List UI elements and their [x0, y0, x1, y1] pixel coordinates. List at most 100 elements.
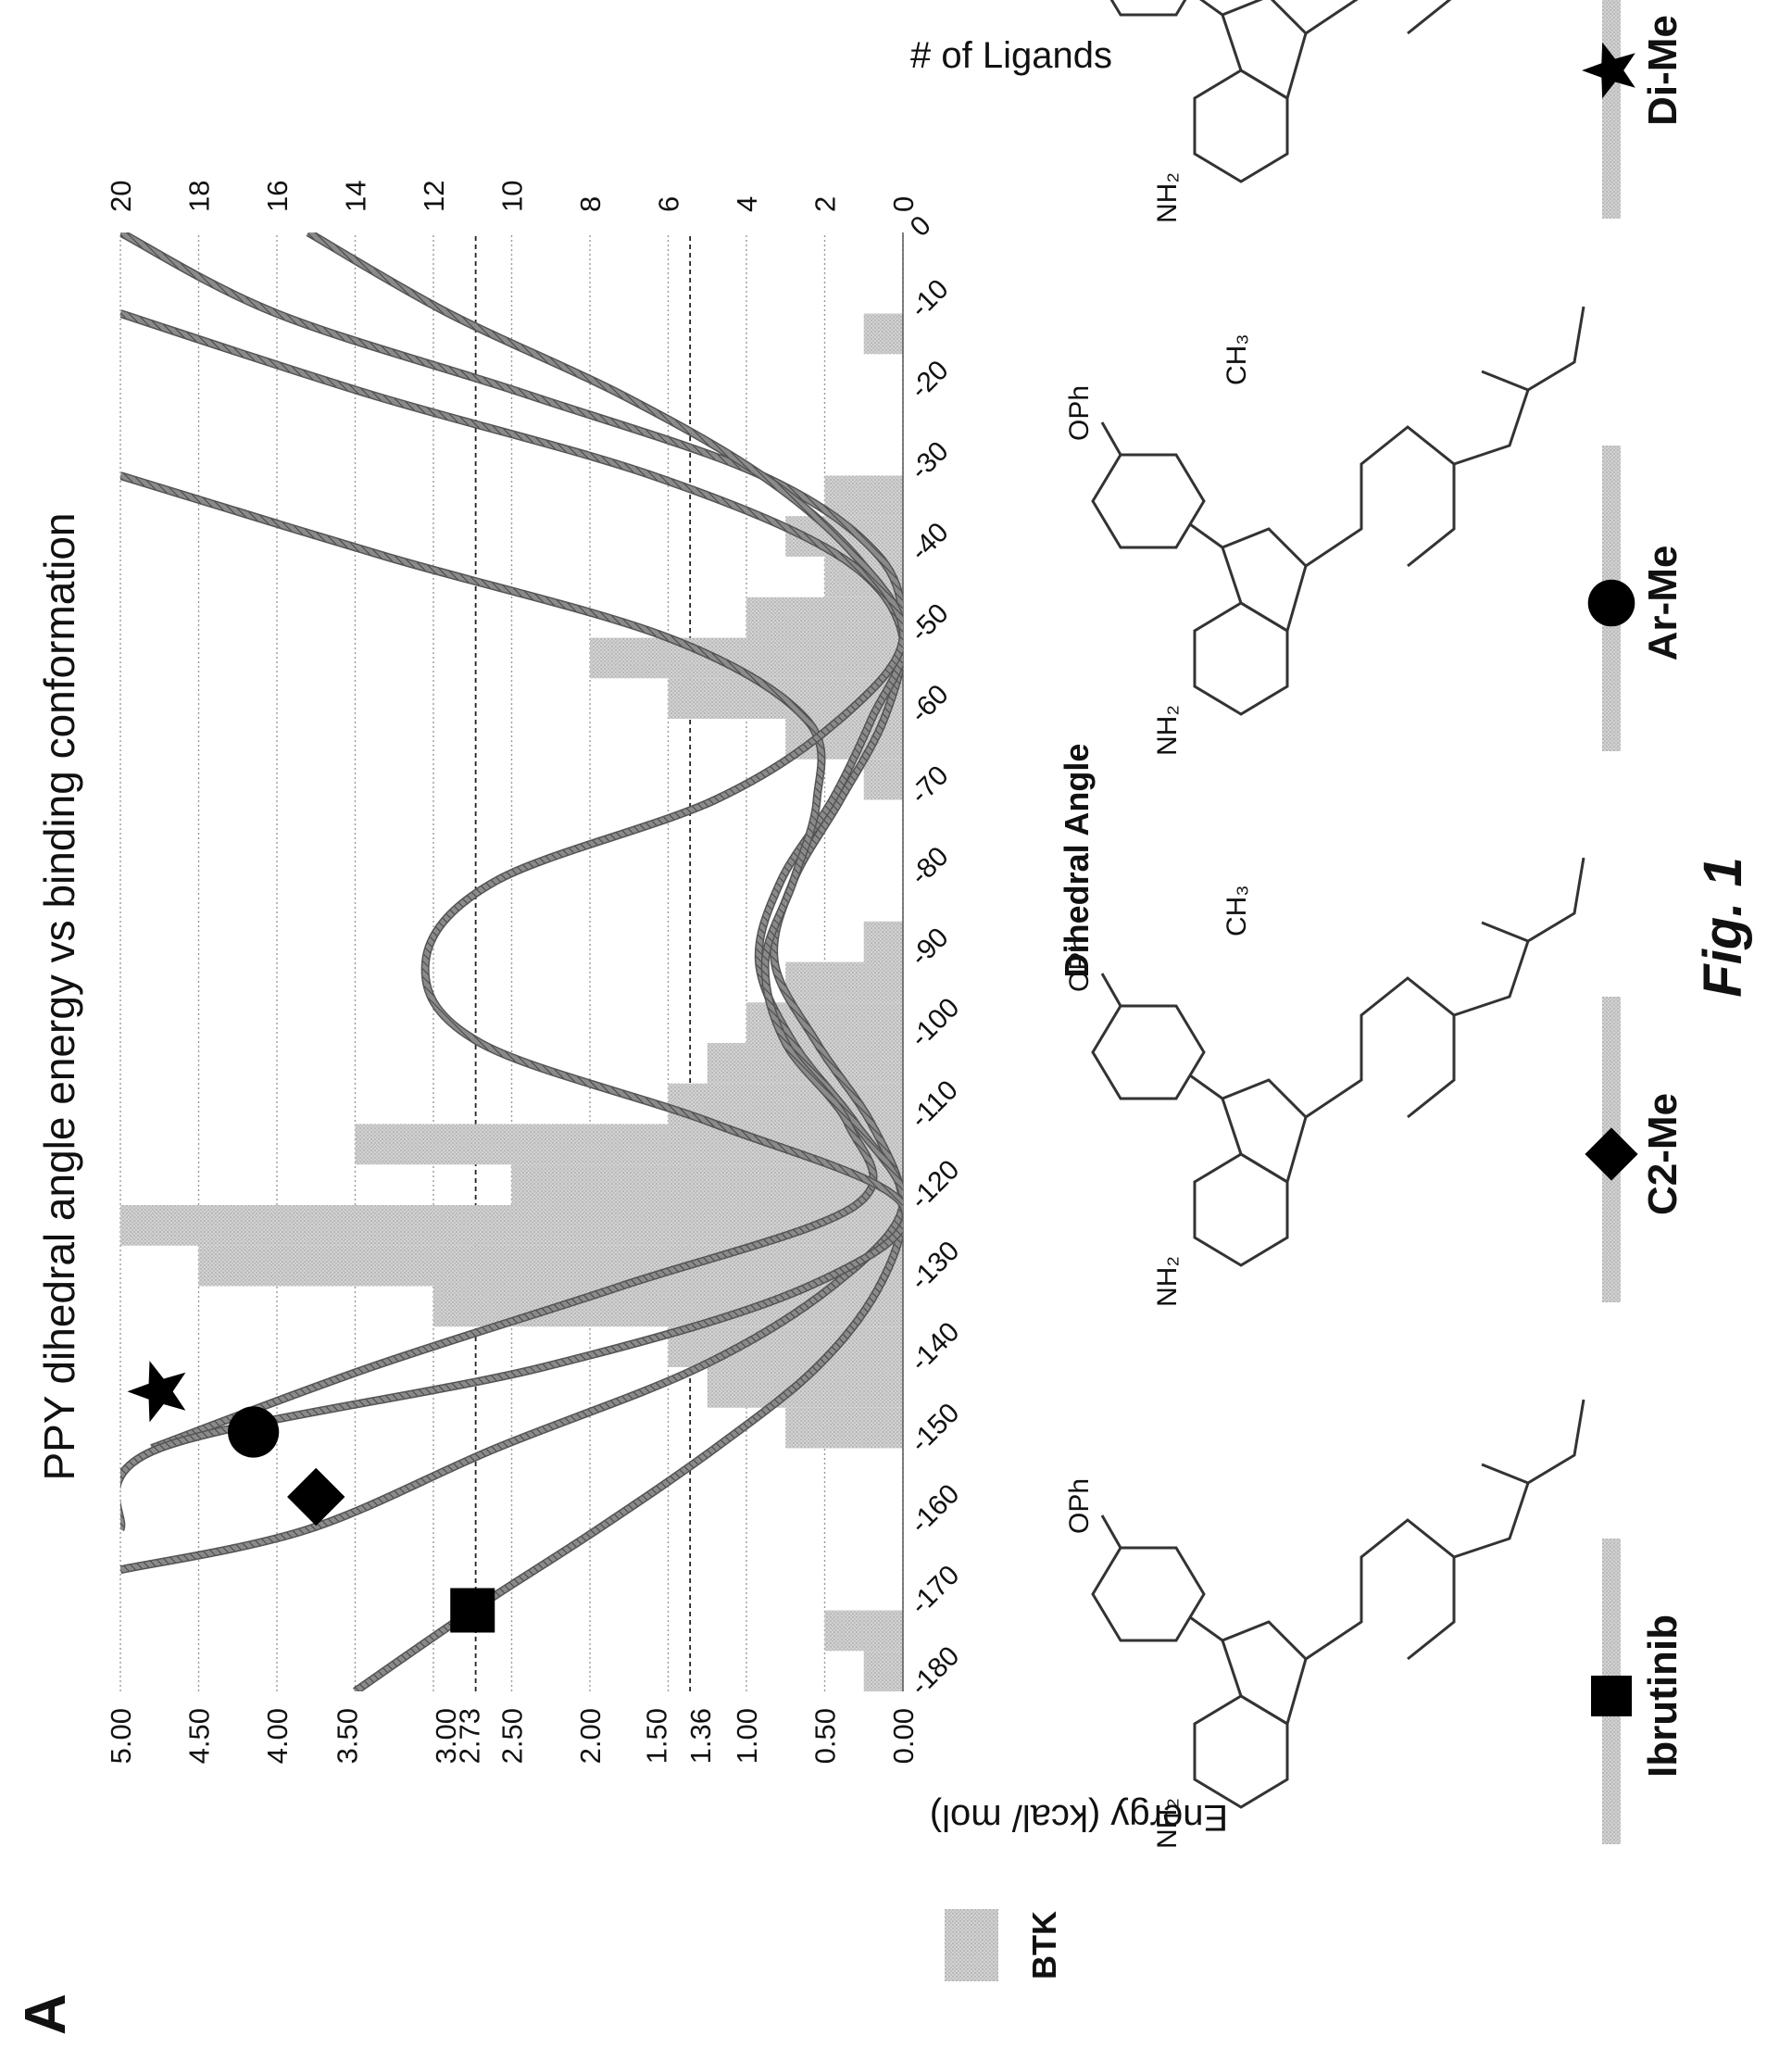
x-tick-label: -130	[905, 1236, 966, 1297]
x-tick-label: -20	[905, 355, 955, 405]
y-axis-title: Energy (kcal/ mol)	[930, 1797, 1228, 1838]
histogram-bar	[355, 1124, 903, 1165]
atom-label: CH₃	[1222, 333, 1252, 385]
legend-swatch-btk	[945, 1909, 998, 1981]
histogram-bar	[863, 759, 903, 800]
ring-pyrrole	[1221, 527, 1308, 634]
histogram-bar	[198, 1245, 903, 1287]
y2-tick-label: 12	[418, 181, 450, 212]
compound-name: Ibrutinib	[1640, 1615, 1685, 1778]
energy-curve-texture	[120, 232, 903, 1691]
y-tick-label: 0.50	[809, 1708, 842, 1764]
y2-axis-title: # of Ligands	[910, 35, 1112, 76]
ring-phenyl	[1091, 1546, 1206, 1642]
ring-phenyl	[1091, 0, 1206, 17]
atom-label: NH₂	[1152, 1256, 1183, 1307]
y-tick-label: 1.50	[641, 1708, 673, 1764]
y2-tick-label: 20	[105, 181, 137, 212]
energy-curve-texture	[120, 472, 877, 1451]
compound-structures: NH₂ OPh Ibrutinib NH₂ OPh CH₃ C2-Me NH₂ OPh CH₃ Ar…	[1064, 0, 1685, 1849]
compound-ibrutinib: NH₂ OPh Ibrutinib	[1064, 1399, 1685, 1849]
compound-di-me: NH₂OPhCH₃CH₃Di-Me	[1091, 0, 1685, 223]
panel-label: A	[14, 1993, 78, 2035]
energy-curve-texture	[120, 310, 903, 1573]
y-tick-label: 2.73	[454, 1708, 486, 1764]
histogram-bar	[785, 1407, 903, 1449]
chart-title: PPY dihedral angle energy vs binding con…	[35, 512, 83, 1480]
bond	[1189, 1074, 1223, 1100]
series-marker-ibrutinib	[450, 1588, 495, 1633]
y-tick-label: 2.50	[496, 1708, 529, 1764]
bond	[1100, 1514, 1122, 1549]
compound-name: Ar-Me	[1640, 546, 1685, 661]
atom-label: OPh	[1064, 936, 1095, 992]
ring-pyrrole	[1221, 0, 1308, 101]
compound-name: Di-Me	[1640, 15, 1685, 126]
y-tick-label: 3.00	[430, 1708, 462, 1764]
x-tick-label: -150	[905, 1398, 966, 1459]
compound-c2-me: NH₂ OPh CH₃ C2-Me	[1064, 857, 1685, 1307]
compound-marker-ibrutinib	[1591, 1676, 1632, 1716]
x-tick-label: -100	[905, 992, 966, 1053]
bond	[1100, 973, 1122, 1007]
compound-marker-c2-me	[1585, 1127, 1638, 1181]
series-marker-c2-me	[287, 1467, 345, 1527]
ring-pyrrole	[1221, 1078, 1308, 1185]
y-tick-label: 2.00	[574, 1708, 607, 1764]
bond-carbonyl	[1481, 921, 1529, 943]
legend-label-btk: BTK	[1025, 1911, 1063, 1979]
chart-area: 0.00 0.50 1.00 1.36 1.50 2.00 2.50 2.733.00 3.50…	[105, 181, 965, 1765]
y2-tick-label: 2	[809, 196, 842, 212]
ring-piperidine	[1305, 0, 1456, 35]
histogram-bar	[863, 921, 903, 962]
x-tick-label: -170	[905, 1560, 966, 1621]
histogram-bar	[863, 313, 903, 355]
series-marker-ar-me	[228, 1406, 280, 1458]
y-tick-label: 1.36	[684, 1708, 717, 1764]
compound-marker-bar	[1602, 0, 1621, 219]
y-tick-label: 0.00	[887, 1708, 920, 1764]
x-tick-label: -70	[905, 760, 955, 810]
y2-tick-label: 6	[653, 196, 685, 212]
atom-label: NH₂	[1152, 172, 1183, 223]
x-axis-title: Dihedral Angle	[1058, 744, 1096, 978]
y-tick-label: 4.00	[261, 1708, 294, 1764]
y2-tick-label: 4	[731, 196, 763, 212]
atom-label: NH₂	[1152, 705, 1183, 756]
y-tick-label: 4.50	[183, 1708, 216, 1764]
histogram-bar	[824, 1610, 903, 1652]
compound-marker-di-me	[1582, 42, 1635, 99]
x-tick-label: -40	[905, 517, 955, 567]
x-tick-label: -10	[905, 273, 955, 323]
atom-label: OPh	[1064, 385, 1095, 441]
histogram-bar	[785, 961, 903, 1003]
y2-tick-label: 0	[887, 196, 920, 212]
x-tick-label: -50	[905, 597, 955, 647]
x-tick-label: -140	[905, 1316, 966, 1377]
legend: BTK	[945, 1909, 1063, 1981]
series-marker-di-me	[127, 1361, 186, 1423]
y2-tick-label: 8	[574, 196, 607, 212]
bond	[1189, 0, 1223, 17]
ring-pyrimidine	[1193, 601, 1289, 716]
ring-pyrimidine	[1193, 69, 1289, 183]
x-tick-label: -160	[905, 1478, 966, 1539]
energy-curves	[120, 232, 903, 1691]
compound-marker-ar-me	[1587, 579, 1635, 627]
histogram-bar	[746, 597, 903, 638]
y2-tick-label: 16	[261, 181, 294, 212]
y-tick-label: 3.50	[332, 1708, 364, 1764]
bond	[1100, 421, 1122, 456]
x-tick-label: -110	[905, 1074, 964, 1134]
x-tick-label: -90	[905, 922, 955, 972]
y-tick-label: 5.00	[105, 1708, 137, 1764]
atom-label: NH₂	[1152, 1798, 1183, 1849]
histogram-bar	[824, 475, 903, 517]
bond-carbonyl	[1481, 370, 1529, 392]
y-tick-label: 1.00	[731, 1708, 763, 1764]
ring-piperidine	[1305, 976, 1456, 1119]
ring-pyrimidine	[1193, 1152, 1289, 1267]
atom-label: OPh	[1064, 1478, 1095, 1534]
ring-piperidine	[1305, 1518, 1456, 1661]
energy-curve-texture	[120, 232, 903, 1531]
